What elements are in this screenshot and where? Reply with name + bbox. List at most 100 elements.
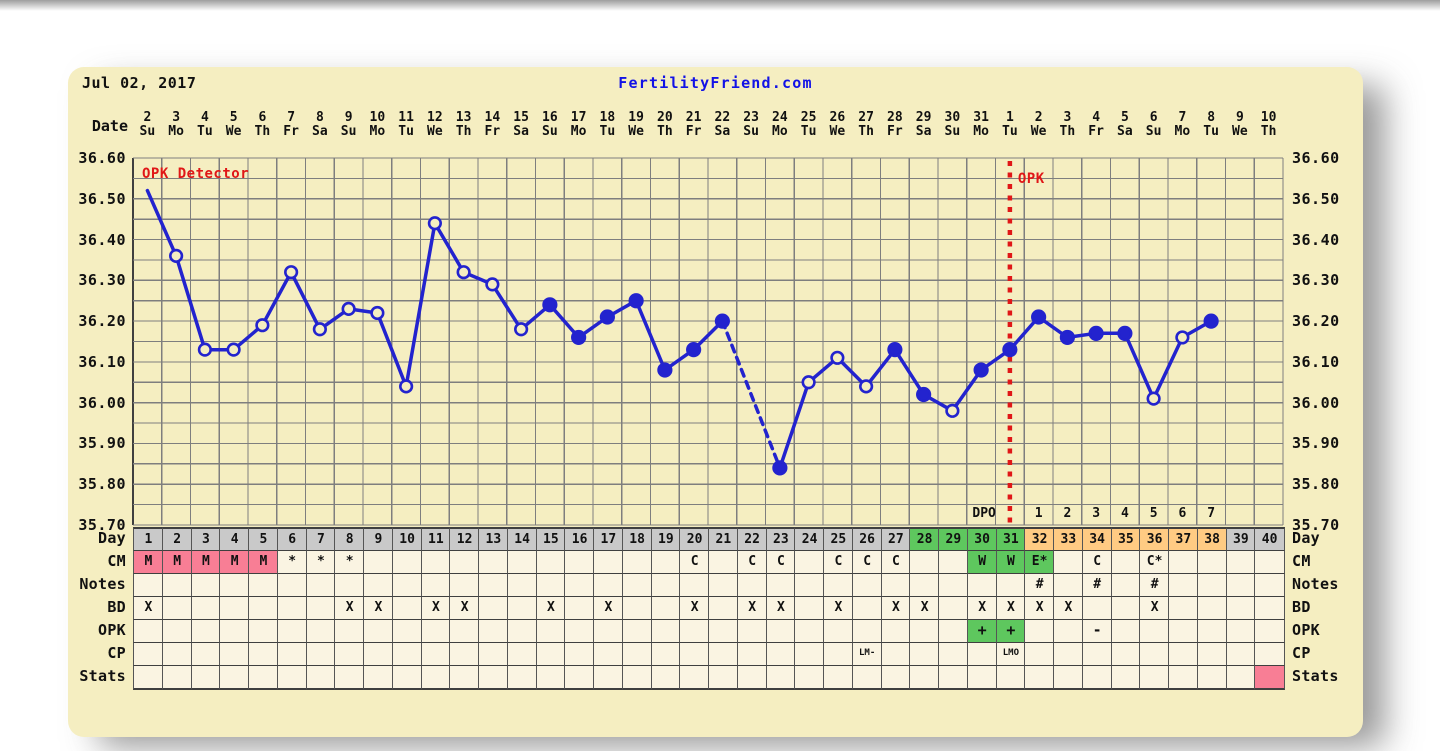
notes-cell-13 — [478, 573, 509, 598]
cp-cell-37 — [1168, 642, 1199, 667]
cm-cell-23: C — [765, 550, 797, 575]
day-cell-10: 10 — [391, 527, 423, 552]
notes-cell-11 — [420, 573, 452, 598]
date-number: 13 — [455, 110, 472, 125]
stats-cell-33 — [1053, 665, 1084, 690]
cm-cell-6: * — [276, 550, 308, 575]
bd-cell-32: X — [1024, 596, 1055, 621]
date-cell: 1 Tu — [996, 111, 1025, 139]
date-cell: 8 Tu — [1197, 111, 1226, 139]
opk-cell-21 — [708, 619, 739, 644]
opk-cell-24 — [794, 619, 825, 644]
cm-cell-28 — [909, 550, 940, 575]
temp-point-day-27 — [887, 342, 903, 358]
opk-cell-11 — [420, 619, 452, 644]
date-cell: 31 Mo — [967, 111, 996, 139]
date-number: 19 — [628, 110, 644, 125]
date-weekday: Su — [944, 124, 961, 139]
opk-cell-35 — [1110, 619, 1142, 644]
temp-point-day-6 — [284, 265, 299, 280]
bd-cell-4 — [219, 596, 250, 621]
bd-cell-33: X — [1053, 596, 1084, 621]
cm-cell-27: C — [880, 550, 912, 575]
temp-point-day-30 — [973, 362, 989, 378]
date-number: 12 — [427, 110, 443, 125]
date-number: 9 — [1235, 110, 1244, 125]
date-weekday: Mo — [1174, 124, 1191, 139]
day-cell-3: 3 — [190, 527, 222, 552]
bd-cell-24 — [794, 596, 825, 621]
row-label-right-cm: CM — [1292, 552, 1311, 570]
bd-cell-39 — [1225, 596, 1257, 621]
date-number: 15 — [513, 110, 529, 125]
temp-point-day-36 — [1146, 391, 1161, 406]
stats-cell-23 — [765, 665, 797, 690]
opk-cell-28 — [909, 619, 940, 644]
y-tick-left: 35.80 — [78, 475, 126, 494]
date-number: 1 — [1005, 110, 1014, 125]
stats-cell-6 — [276, 665, 308, 690]
date-weekday: Fr — [283, 124, 299, 139]
date-cell: 6 Th — [248, 111, 277, 139]
day-cell-40: 40 — [1254, 527, 1285, 552]
cm-cell-31: W — [995, 550, 1027, 575]
bd-cell-7 — [305, 596, 337, 621]
day-cell-12: 12 — [449, 527, 480, 552]
date-weekday: Fr — [484, 124, 501, 139]
cm-cell-19 — [650, 550, 682, 575]
notes-cell-38 — [1196, 573, 1228, 598]
date-axis-label: Date — [91, 117, 128, 135]
opk-cell-26 — [851, 619, 883, 644]
date-cell: 6 Su — [1139, 111, 1168, 139]
date-cell: 4 Fr — [1082, 111, 1111, 139]
stats-cell-15 — [535, 665, 567, 690]
date-weekday: Su — [743, 124, 759, 139]
stats-cell-14 — [506, 665, 538, 690]
notes-cell-12 — [449, 573, 480, 598]
cp-cell-16 — [564, 642, 595, 667]
row-label-left-stats: Stats — [79, 667, 126, 685]
cp-cell-7 — [305, 642, 337, 667]
temp-point-day-10 — [399, 379, 414, 394]
notes-cell-4 — [219, 573, 250, 598]
date-number: 14 — [484, 110, 501, 125]
cp-cell-4 — [219, 642, 250, 667]
brand-link[interactable]: FertilityFriend.com — [618, 74, 813, 92]
cm-cell-10 — [391, 550, 423, 575]
date-weekday: Sa — [513, 124, 529, 139]
notes-cell-35 — [1110, 573, 1142, 598]
bd-cell-17: X — [593, 596, 624, 621]
dpo-number: 3 — [1092, 506, 1101, 521]
day-cell-18: 18 — [621, 527, 653, 552]
date-cell: 9 Su — [334, 111, 363, 139]
dpo-number: 2 — [1063, 506, 1072, 521]
notes-cell-7 — [305, 573, 337, 598]
cp-cell-24 — [794, 642, 825, 667]
bd-cell-28: X — [909, 596, 940, 621]
cp-cell-32 — [1024, 642, 1055, 667]
date-cell: 3 Th — [1053, 111, 1082, 139]
temp-point-day-38 — [1203, 313, 1219, 329]
date-weekday: Su — [340, 124, 357, 139]
opk-cell-15 — [535, 619, 567, 644]
stats-cell-30 — [966, 665, 998, 690]
bd-cell-20: X — [679, 596, 710, 621]
stats-cell-28 — [909, 665, 940, 690]
stats-cell-19 — [650, 665, 682, 690]
notes-cell-20 — [679, 573, 710, 598]
cm-cell-29 — [938, 550, 969, 575]
notes-cell-40 — [1254, 573, 1285, 598]
bd-cell-29 — [938, 596, 969, 621]
stats-cell-1 — [133, 665, 164, 690]
day-cell-5: 5 — [248, 527, 279, 552]
row-label-right-opk: OPK — [1292, 621, 1320, 639]
temp-point-day-21 — [714, 313, 730, 329]
date-number: 27 — [858, 110, 874, 125]
date-weekday: Mo — [973, 124, 989, 139]
date-weekday: Th — [858, 124, 874, 139]
cp-cell-25 — [823, 642, 854, 667]
day-cell-1: 1 — [133, 527, 164, 552]
stats-cell-7 — [305, 665, 337, 690]
temp-point-day-32 — [1031, 309, 1047, 325]
